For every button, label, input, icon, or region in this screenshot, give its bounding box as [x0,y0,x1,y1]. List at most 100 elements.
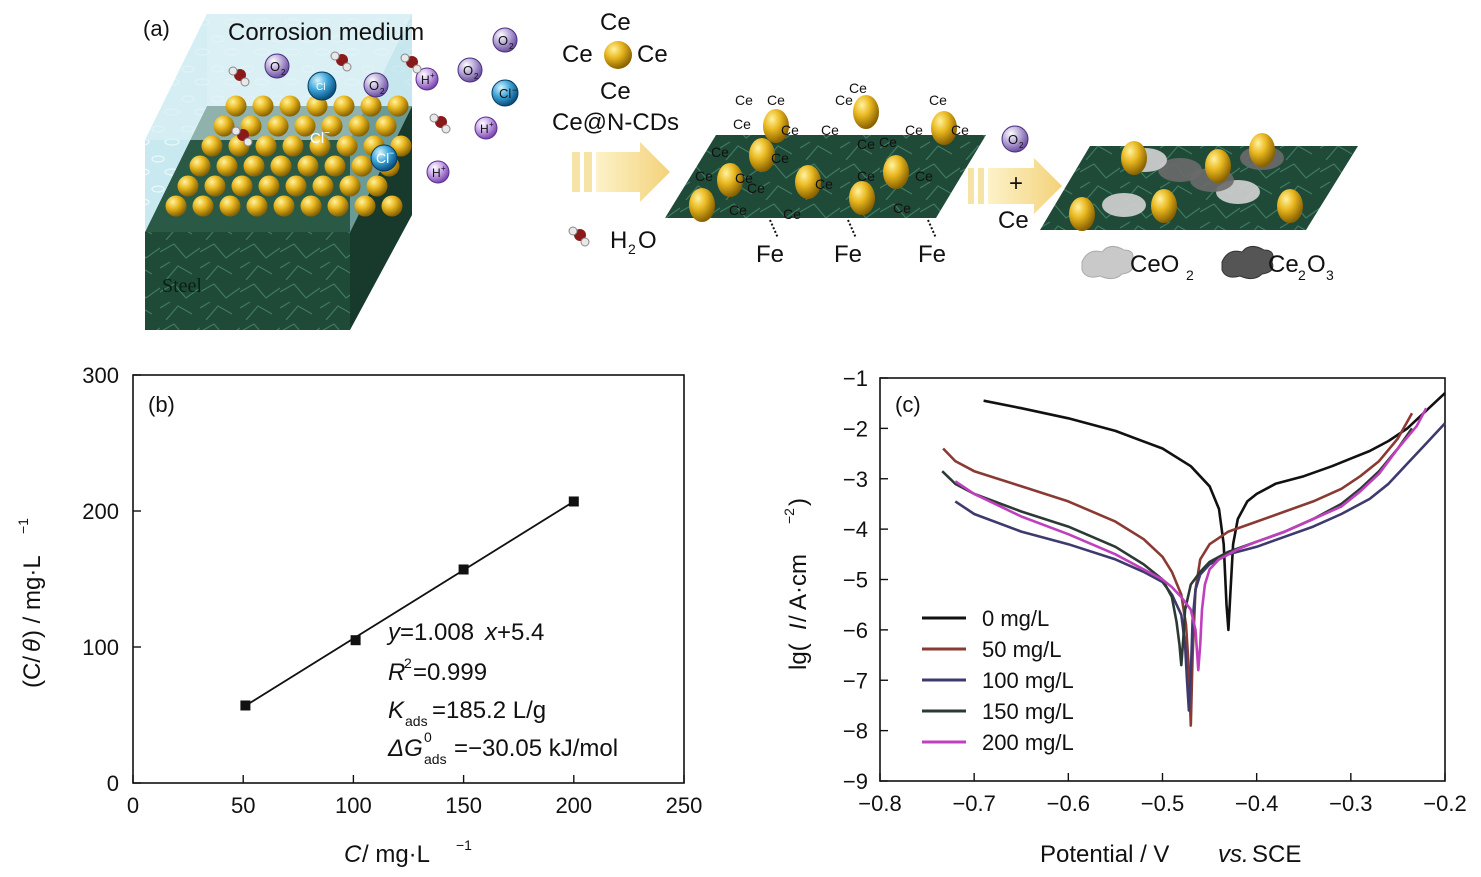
axis-ticks: −0.8 −0.7 −0.6 −0.5 −0.4 −0.3 −0.2 −9 −8 −7 −6 −5 −4… [843,366,1467,816]
ce-atom-label: Ce [951,122,969,138]
ce-atom-label: Ce [929,92,947,108]
series-line [954,407,1428,672]
y-tick-label: −2 [843,416,868,441]
inhibitor-particle [306,95,328,117]
ce-ncd-particle [763,109,789,143]
svg-text:0: 0 [424,729,432,745]
ce-atom-label: Ce [857,168,875,184]
inhibitor-particle [231,175,253,197]
inhibitor-particle [294,115,316,137]
process-arrow [572,142,670,202]
ce-atom-label: Ce [783,206,801,222]
ce-ncd-particle [849,181,875,215]
plot-frame [132,374,685,784]
y-tick-label: −5 [843,568,868,593]
water-molecule [568,226,590,247]
svg-text:−: − [512,85,517,95]
fit-equation: y =1.008 x +5.4 [386,619,544,646]
y-axis-title: (C/ θ ) / mg·L −1 [15,518,46,688]
panel-a-schematic: (a) Corrosion medium Steel O 2 O 2 [143,9,1358,330]
x-tick-label: −0.6 [1047,791,1090,816]
inhibitor-particle [192,195,214,217]
water-legend-label: H 2 O [610,227,657,257]
svg-text:O: O [369,78,379,93]
x-tick-label: 0 [127,793,139,818]
ce-atom-label: Ce [729,202,747,218]
inhibitor-particle [270,155,292,177]
svg-text:(C/: (C/ [19,656,46,688]
x-tick-label: −0.4 [1235,791,1278,816]
inhibitor-particle [333,95,355,117]
series-line [942,412,1414,727]
inhibitor-particle [282,135,304,157]
chloride-ion: Cl − [491,79,519,107]
svg-text:R: R [388,659,405,686]
oxygen-molecule: O 2 [492,27,518,53]
inhibitor-particle [387,95,409,117]
legend-entry: 100 mg/L [982,668,1074,693]
svg-text:2: 2 [1298,267,1306,283]
water-molecule [330,51,352,72]
r-squared-annotation: R 2 =0.999 [388,655,487,686]
ce-atom-label: Ce [915,168,933,184]
svg-text:2: 2 [404,655,412,671]
y-tick-label: −1 [843,366,868,391]
inhibitor-particle [321,115,343,137]
inhibitor-particle [225,95,247,117]
legend-entry: 0 mg/L [982,606,1049,631]
svg-text:): ) [785,498,812,506]
svg-text:2: 2 [1186,267,1194,283]
svg-text:y: y [386,619,402,646]
inhibitor-particle [279,95,301,117]
data-point [350,635,361,646]
y-axis-title: lg( I / A·cm −2 ) [781,498,812,670]
inhibitor-particle [165,195,187,217]
ce-ncd-particle [1277,189,1303,223]
svg-text:) / mg·L: ) / mg·L [19,555,46,638]
ce-label-left: Ce [562,41,593,68]
data-point [458,564,469,575]
x-axis-title: Potential / V vs. SCE [1040,841,1301,868]
ce-ncd-particle [883,155,909,189]
ce-atom-label: Ce [815,176,833,192]
svg-text:−: − [389,148,394,158]
ce-atom-label: Ce [879,134,897,150]
water-molecule [228,66,250,87]
inhibitor-particle [381,195,403,217]
svg-text:x: x [484,619,498,646]
svg-text:2: 2 [474,72,479,81]
ceo2-legend-label: CeO 2 [1130,251,1194,283]
inhibitor-particle [297,155,319,177]
svg-text:2: 2 [281,68,286,77]
oxygen-molecule: O 2 [1001,125,1029,153]
svg-text:Cl: Cl [310,130,324,147]
y-tick-label: 100 [82,635,119,660]
panel-a-label: (a) [143,16,170,41]
inhibitor-particle [366,175,388,197]
ce-atom-label: Ce [849,80,867,96]
svg-text:ads: ads [424,751,447,767]
ce-ncd-particle [1069,197,1095,231]
inhibitor-particle [348,115,370,137]
inhibitor-particle [300,195,322,217]
y-tick-label: 300 [82,363,119,388]
hydrogen-ion: H + [415,67,439,91]
svg-text:2: 2 [1019,141,1024,150]
inhibitor-particle [258,175,280,197]
ce-ncd-particle [931,111,957,145]
svg-text:=0.999: =0.999 [413,659,487,686]
svg-text:+: + [441,164,446,173]
svg-text:Cl: Cl [316,82,325,93]
x-tick-label: −0.3 [1329,791,1372,816]
process-arrow: O 2 + Ce [968,125,1062,234]
ce-ncd-particle [604,41,632,69]
polarization-curves [941,392,1446,727]
svg-text:=185.2 L/g: =185.2 L/g [432,697,546,724]
svg-text:=1.008: =1.008 [400,619,474,646]
ce-ncd-particle [1121,141,1147,175]
ce-atom-label: Ce [905,122,923,138]
x-tick-label: 200 [555,793,592,818]
svg-text:H: H [432,166,441,180]
svg-text:2: 2 [628,241,636,257]
